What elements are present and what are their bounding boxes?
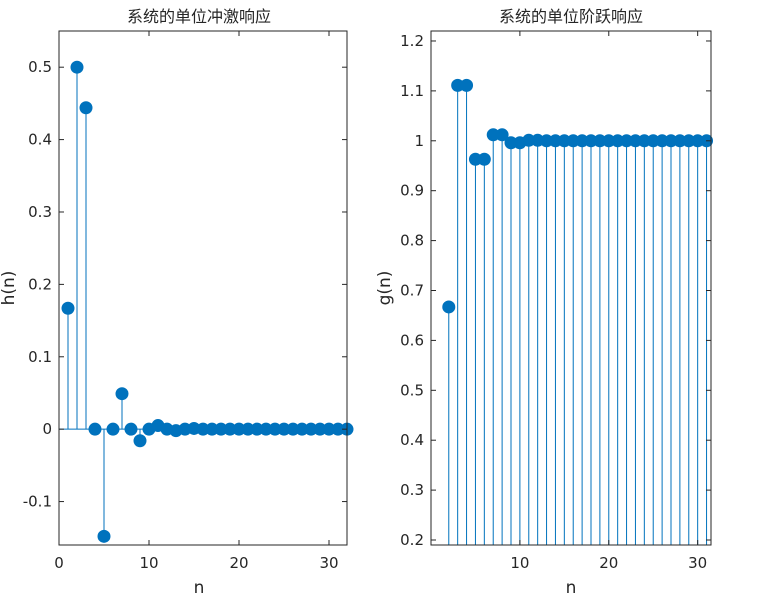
impulse-marker bbox=[70, 60, 84, 74]
impulse-xtick-label: 0 bbox=[54, 554, 64, 572]
impulse-axes bbox=[58, 30, 348, 546]
impulse-marker bbox=[61, 301, 75, 315]
step-ytick-label: 0.7 bbox=[400, 281, 424, 299]
step-marker bbox=[477, 152, 491, 166]
impulse-marker bbox=[106, 422, 120, 436]
step-xlabel: n bbox=[566, 578, 577, 598]
step-ytick-label: 0.5 bbox=[400, 381, 424, 399]
step-axes bbox=[430, 30, 712, 546]
impulse-marker bbox=[97, 529, 111, 543]
step-xtick-label: 20 bbox=[599, 554, 618, 572]
impulse-ytick-label: 0.5 bbox=[28, 58, 52, 76]
step-marker bbox=[495, 128, 509, 142]
impulse-ytick-label: -0.1 bbox=[23, 493, 52, 511]
impulse-ylabel: h(n) bbox=[0, 271, 19, 306]
step-response-plot: 系统的单位阶跃响应 n g(n) 10 20 30 0.2 0.3 0.4 0.5 0.6 0.… bbox=[375, 7, 714, 598]
step-ytick-label: 0.8 bbox=[400, 232, 424, 250]
impulse-marker bbox=[115, 387, 129, 401]
impulse-ytick-label: 0.2 bbox=[28, 275, 52, 293]
step-title: 系统的单位阶跃响应 bbox=[499, 7, 643, 26]
step-ylabel: g(n) bbox=[375, 271, 395, 306]
impulse-xtick-label: 30 bbox=[319, 554, 338, 572]
impulse-ytick-label: 0.1 bbox=[28, 348, 52, 366]
impulse-ytick-label: 0.4 bbox=[28, 131, 52, 149]
impulse-ytick-label: 0.3 bbox=[28, 203, 52, 221]
impulse-title: 系统的单位冲激响应 bbox=[127, 7, 271, 26]
step-ytick-label: 0.3 bbox=[400, 481, 424, 499]
impulse-marker bbox=[133, 434, 147, 448]
impulse-marker bbox=[124, 422, 138, 436]
impulse-marker bbox=[79, 101, 93, 115]
step-ytick-label: 0.4 bbox=[400, 431, 424, 449]
step-marker bbox=[442, 300, 456, 314]
impulse-ytick-label: 0 bbox=[42, 420, 52, 438]
step-xtick-label: 10 bbox=[510, 554, 529, 572]
step-marker bbox=[460, 78, 474, 92]
impulse-marker bbox=[88, 422, 102, 436]
step-ytick-label: 0.9 bbox=[400, 182, 424, 200]
step-ytick-label: 0.2 bbox=[400, 531, 424, 549]
step-ytick-label: 1.2 bbox=[400, 32, 424, 50]
step-xtick-label: 30 bbox=[688, 554, 707, 572]
impulse-xlabel: n bbox=[194, 578, 205, 598]
step-ytick-label: 1.1 bbox=[400, 82, 424, 100]
impulse-response-plot: 系统的单位冲激响应 n h(n) 0 10 20 30 -0.1 0 0.1 0.2 0.3 0.… bbox=[0, 7, 354, 598]
impulse-xtick-label: 10 bbox=[139, 554, 158, 572]
step-ytick-label: 0.6 bbox=[400, 331, 424, 349]
impulse-xtick-label: 20 bbox=[229, 554, 248, 572]
step-ytick-label: 1 bbox=[414, 132, 424, 150]
